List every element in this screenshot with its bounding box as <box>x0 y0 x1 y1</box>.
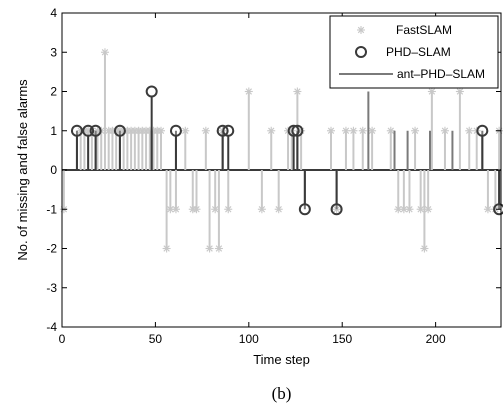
marker-phd-slam <box>216 124 229 137</box>
marker-phd-slam <box>287 124 300 137</box>
marker-phd-slam <box>113 124 126 137</box>
legend-marker-phd-slam <box>355 46 367 58</box>
legend-box <box>329 15 499 89</box>
marker-fastslam <box>349 126 358 135</box>
marker-fastslam <box>427 87 436 96</box>
y-tick-label: 0 <box>50 163 57 177</box>
marker-fastslam <box>100 48 109 57</box>
y-tick-label: -1 <box>46 202 57 216</box>
marker-fastslam <box>358 126 367 135</box>
marker-phd-slam <box>169 124 182 137</box>
y-tick-label: -3 <box>46 281 57 295</box>
marker-fastslam <box>214 244 223 253</box>
marker-fastslam <box>244 87 253 96</box>
x-axis-title: Time step <box>253 352 310 367</box>
marker-phd-slam <box>298 203 311 216</box>
legend-asterisk-icon <box>357 26 365 34</box>
marker-fastslam <box>205 244 214 253</box>
marker-fastslam <box>483 205 492 214</box>
marker-phd-slam <box>291 124 304 137</box>
marker-fastslam <box>405 205 414 214</box>
marker-fastslam <box>465 126 474 135</box>
marker-phd-slam <box>222 124 235 137</box>
y-tick-label: 3 <box>50 45 57 59</box>
legend: FastSLAM PHD–SLAM ant–PHD–SLAM <box>329 15 499 89</box>
x-tick-label: 0 <box>59 332 66 346</box>
marker-fastslam <box>192 205 201 214</box>
y-tick-label: -4 <box>46 320 57 334</box>
marker-phd-slam <box>476 124 489 137</box>
marker-fastslam <box>171 205 180 214</box>
y-tick-label: -2 <box>46 242 57 256</box>
x-tick-label: 50 <box>149 332 163 346</box>
marker-fastslam <box>327 126 336 135</box>
x-tick-label: 150 <box>332 332 352 346</box>
marker-fastslam <box>455 87 464 96</box>
marker-fastslam <box>274 205 283 214</box>
marker-phd-slam <box>82 124 95 137</box>
y-tick-label: 1 <box>50 124 57 138</box>
marker-phd-slam <box>89 124 102 137</box>
marker-fastslam <box>157 126 166 135</box>
marker-fastslam <box>267 126 276 135</box>
legend-label-phd-slam: PHD–SLAM <box>386 45 451 59</box>
marker-fastslam <box>162 244 171 253</box>
marker-phd-slam <box>145 85 158 98</box>
marker-fastslam <box>386 126 395 135</box>
marker-fastslam <box>368 126 377 135</box>
y-tick-label: 2 <box>50 85 57 99</box>
y-tick-label: 4 <box>50 6 57 20</box>
marker-fastslam <box>257 205 266 214</box>
figure-caption: (b) <box>272 384 292 403</box>
marker-fastslam <box>211 205 220 214</box>
marker-fastslam <box>201 126 210 135</box>
marker-fastslam <box>224 205 233 214</box>
marker-fastslam <box>411 126 420 135</box>
marker-phd-slam <box>330 203 343 216</box>
marker-fastslam <box>440 126 449 135</box>
x-tick-label: 100 <box>239 332 259 346</box>
series-phd-slam <box>70 85 503 216</box>
legend-label-ant-phd-slam: ant–PHD–SLAM <box>397 67 485 81</box>
marker-fastslam <box>420 244 429 253</box>
marker-fastslam <box>341 126 350 135</box>
legend-marker-fastslam <box>357 26 365 34</box>
legend-circle-icon <box>355 46 367 58</box>
marker-fastslam <box>181 126 190 135</box>
legend-label-fastslam: FastSLAM <box>396 23 452 37</box>
marker-fastslam <box>293 87 302 96</box>
marker-phd-slam <box>493 203 503 216</box>
x-tick-label: 200 <box>426 332 446 346</box>
y-axis-title: No. of missing and false alarms <box>15 79 30 261</box>
marker-fastslam <box>424 205 433 214</box>
marker-fastslam <box>416 205 425 214</box>
marker-phd-slam <box>70 124 83 137</box>
